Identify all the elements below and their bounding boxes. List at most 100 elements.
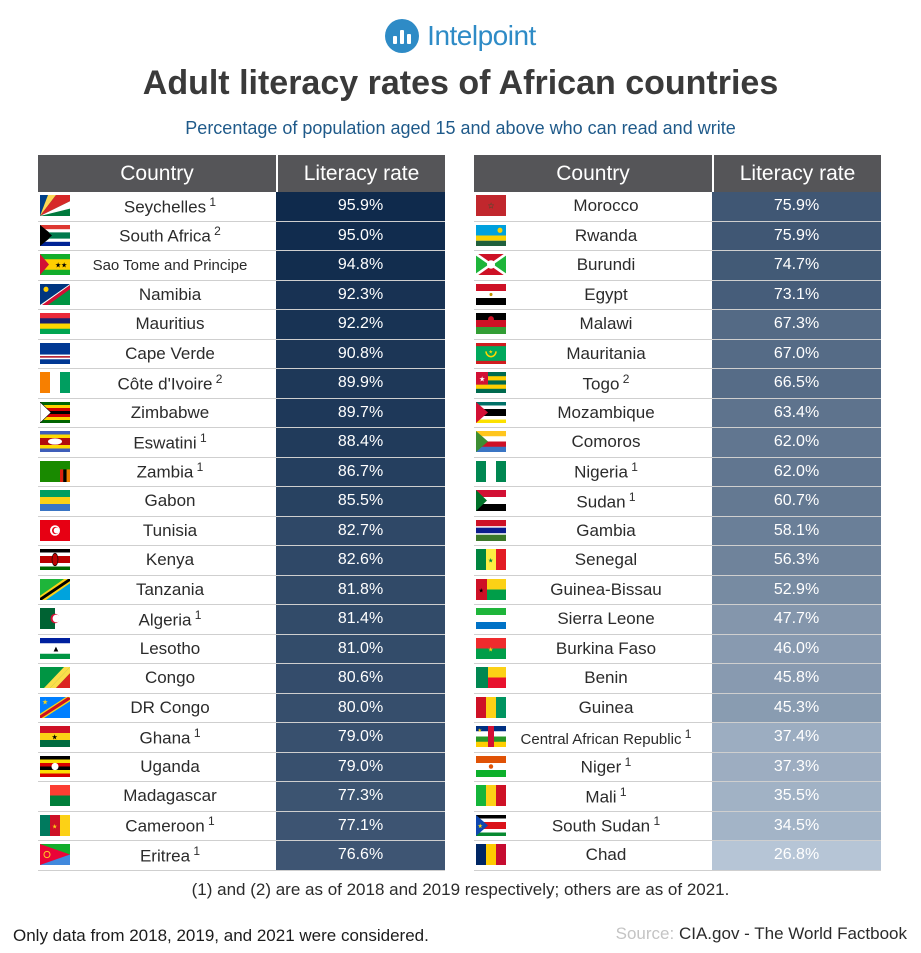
footnote-marker: 1 <box>191 607 202 622</box>
rate-cell: 86.7% <box>276 457 445 486</box>
namibia-flag-icon <box>40 283 70 305</box>
country-name: Central African Republic 1 <box>474 727 712 748</box>
country-cell: Namibia <box>38 281 276 310</box>
table-row: Mozambique 63.4% <box>474 398 881 428</box>
table-left: Country Literacy rate Seychelles 1 95.9% S… <box>38 155 445 871</box>
country-label: Gabon <box>144 491 196 511</box>
country-name: Uganda <box>38 757 276 777</box>
footnote-marker: 1 <box>681 726 692 741</box>
footnote-marker: 2 <box>210 224 221 239</box>
table-row: Mali 1 35.5% <box>474 782 881 812</box>
country-label: Congo <box>144 668 196 688</box>
table-row: Mauritius 92.2% <box>38 310 445 340</box>
country-cell: ★ Burkina Faso <box>474 635 712 664</box>
rate-cell: 37.4% <box>712 723 881 752</box>
chad-flag-icon <box>476 844 507 865</box>
footnote-marker: 1 <box>650 814 661 829</box>
country-cell: Algeria 1 <box>38 605 276 634</box>
country-cell: Seychelles 1 <box>38 192 276 221</box>
country-label: Gambia <box>576 520 636 540</box>
country-name: Eswatini 1 <box>38 431 276 454</box>
uganda-flag-icon <box>40 755 70 777</box>
country-cell: ★ Ghana 1 <box>38 723 276 752</box>
country-header: Country <box>556 161 630 185</box>
congo-flag-icon <box>40 667 70 688</box>
country-label: Madagascar <box>123 786 217 806</box>
country-cell: Gabon <box>38 487 276 516</box>
country-label: Guinea <box>578 697 634 717</box>
table-row: ★ DR Congo 80.0% <box>38 693 445 723</box>
table-row: Kenya 82.6% <box>38 546 445 576</box>
rate-cell: 94.8% <box>276 251 445 280</box>
country-cell: Mali 1 <box>474 782 712 811</box>
table-row: Gabon 85.5% <box>38 487 445 517</box>
malawi-flag-icon <box>476 313 506 335</box>
footnote-marker: 1 <box>627 460 638 475</box>
country-name: Gambia <box>474 521 712 541</box>
country-label: Tunisia <box>142 520 198 540</box>
table-row: Benin 45.8% <box>474 664 881 694</box>
country-label: Sierra Leone <box>557 609 655 629</box>
gabon-flag-icon <box>40 490 70 512</box>
rate-cell: 92.2% <box>276 310 445 339</box>
table-row: ★ Senegal 56.3% <box>474 546 881 576</box>
country-name: South Africa 2 <box>38 224 276 247</box>
rate-cell: 67.3% <box>712 310 881 339</box>
country-cell: ★ DR Congo <box>38 694 276 723</box>
country-label: Mauritius <box>135 314 205 334</box>
zambia-flag-icon <box>40 460 70 482</box>
egypt-flag-icon <box>476 283 506 305</box>
rate-cell: 89.7% <box>276 398 445 427</box>
country-label: Niger <box>580 758 622 778</box>
rate-cell: 85.5% <box>276 487 445 516</box>
nigeria-flag-icon <box>476 460 507 482</box>
footnote-marker: 1 <box>621 755 632 770</box>
country-label: Benin <box>584 668 628 688</box>
rate-cell: 79.0% <box>276 752 445 781</box>
rate-cell: 73.1% <box>712 280 881 309</box>
rate-cell: 60.7% <box>712 487 881 516</box>
table-row: ▲ Lesotho 81.0% <box>38 634 445 664</box>
rate-cell: 77.3% <box>276 782 445 811</box>
sierra-leone-flag-icon <box>476 608 506 630</box>
rate-cell: 77.1% <box>276 811 445 840</box>
table-row: Eritrea 1 76.6% <box>38 841 445 871</box>
brand-name: Intelpoint <box>427 20 536 51</box>
rate-cell: 37.3% <box>712 752 881 781</box>
country-name: Mauritania <box>474 344 712 364</box>
country-name: Sierra Leone <box>474 609 712 629</box>
seychelles-flag-icon <box>40 195 70 216</box>
country-name: Madagascar <box>38 786 276 806</box>
rwanda-flag-icon <box>476 224 506 246</box>
table-row: Chad 26.8% <box>474 841 881 871</box>
table-row: ★ Togo 2 66.5% <box>474 369 881 399</box>
rate-cell: 81.0% <box>276 634 445 663</box>
eswatini-flag-icon <box>40 431 70 453</box>
table-row: Burundi 74.7% <box>474 251 881 281</box>
country-label: Nigeria <box>574 463 628 483</box>
table-row: Namibia 92.3% <box>38 280 445 310</box>
table-row: ☆ Morocco 75.9% <box>474 192 881 222</box>
table-row: ★ Burkina Faso 46.0% <box>474 634 881 664</box>
comoros-flag-icon <box>476 431 506 453</box>
country-cell: ☆ Morocco <box>474 192 712 221</box>
cape-verde-flag-icon <box>40 342 70 364</box>
country-name: Tanzania <box>38 580 276 600</box>
country-label: Namibia <box>138 284 202 304</box>
rate-cell: 80.6% <box>276 664 445 693</box>
country-cell: Cape Verde <box>38 340 276 369</box>
table-row: Rwanda 75.9% <box>474 221 881 251</box>
country-cell: Tunisia <box>38 517 276 546</box>
rate-cell: 52.9% <box>712 575 881 604</box>
country-name: Namibia <box>38 285 276 305</box>
table-row: Malawi 67.3% <box>474 310 881 340</box>
rate-cell: 47.7% <box>712 605 881 634</box>
country-name: Guinea-Bissau <box>474 580 712 600</box>
table-row: Cape Verde 90.8% <box>38 339 445 369</box>
country-label: Comoros <box>571 432 641 452</box>
svg-text:★: ★ <box>42 698 48 706</box>
table-row: Congo 80.6% <box>38 664 445 694</box>
country-label: Sudan <box>576 492 626 512</box>
country-cell: Tanzania <box>38 576 276 605</box>
country-name: Togo 2 <box>474 372 712 395</box>
